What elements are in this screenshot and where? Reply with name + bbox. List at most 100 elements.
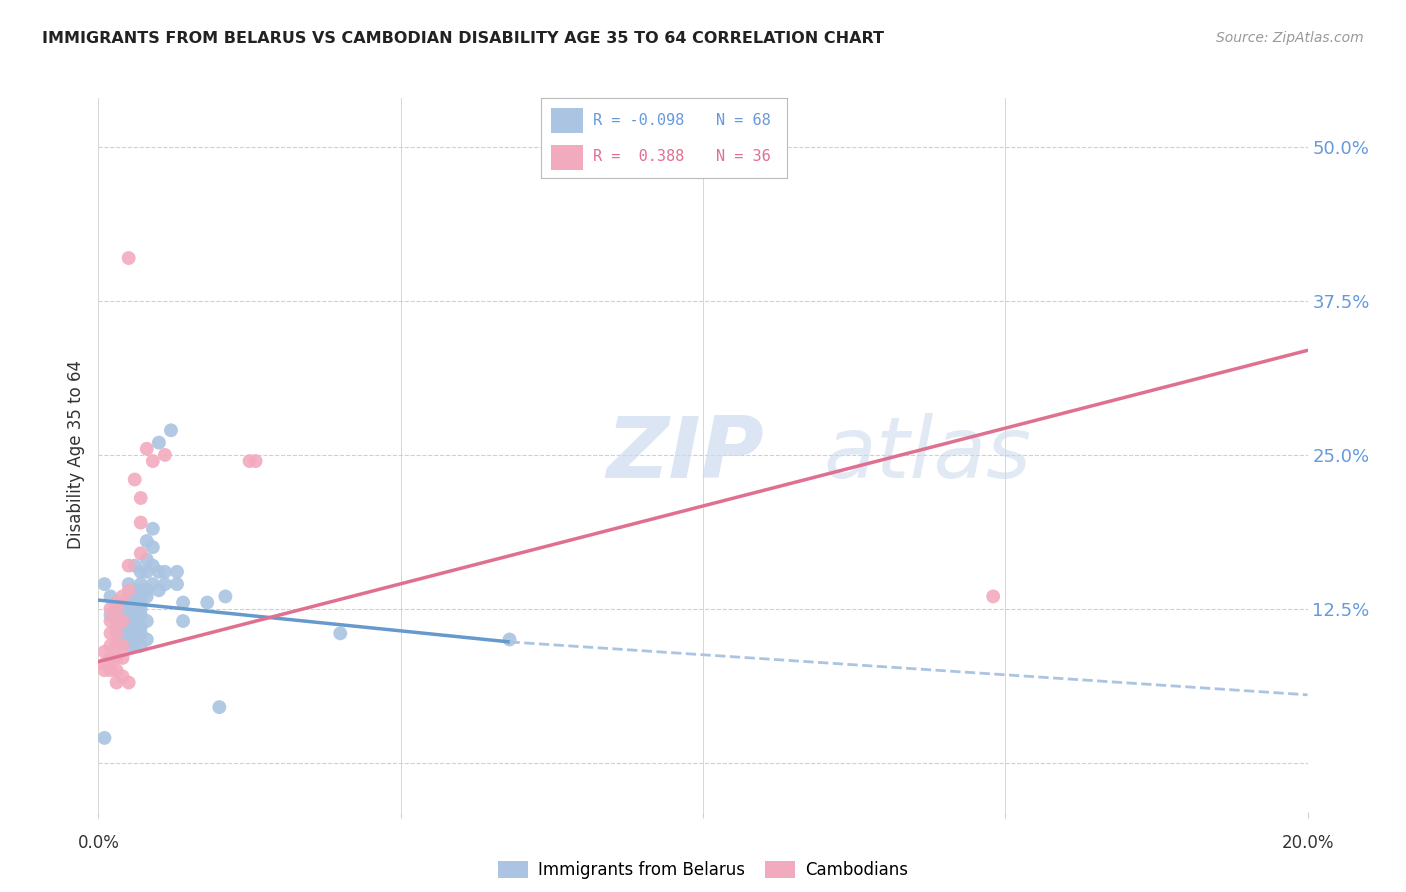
Point	[142, 522, 165, 536]
Point	[100, 663, 122, 677]
Point	[105, 663, 128, 677]
Text: Source: ZipAtlas.com: Source: ZipAtlas.com	[1216, 31, 1364, 45]
Point	[239, 454, 262, 468]
Point	[124, 639, 146, 653]
Point	[153, 448, 176, 462]
Point	[166, 577, 188, 591]
Point	[135, 590, 157, 604]
Point	[124, 614, 146, 628]
Point	[118, 590, 141, 604]
Point	[135, 442, 157, 456]
Point	[129, 590, 152, 604]
Point	[148, 435, 170, 450]
Point	[498, 632, 520, 647]
Point	[135, 552, 157, 566]
Point	[172, 614, 194, 628]
Point	[124, 590, 146, 604]
Point	[245, 454, 267, 468]
Point	[100, 590, 122, 604]
Point	[172, 596, 194, 610]
Point	[129, 546, 152, 560]
Point	[100, 651, 122, 665]
Point	[129, 620, 152, 634]
Point	[135, 565, 157, 579]
Point	[129, 607, 152, 622]
Point	[135, 583, 157, 598]
Point	[135, 534, 157, 549]
FancyBboxPatch shape	[551, 108, 583, 134]
Point	[93, 663, 115, 677]
Point	[100, 614, 122, 628]
Point	[153, 565, 176, 579]
Point	[142, 558, 165, 573]
Point	[129, 516, 152, 530]
Point	[93, 731, 115, 745]
Point	[153, 577, 176, 591]
Point	[111, 596, 134, 610]
Point	[129, 491, 152, 505]
Text: IMMIGRANTS FROM BELARUS VS CAMBODIAN DISABILITY AGE 35 TO 64 CORRELATION CHART: IMMIGRANTS FROM BELARUS VS CAMBODIAN DIS…	[42, 31, 884, 46]
Text: R = -0.098: R = -0.098	[593, 113, 685, 128]
Point	[124, 626, 146, 640]
Point	[129, 583, 152, 598]
Point	[135, 614, 157, 628]
Point	[135, 632, 157, 647]
Point	[148, 565, 170, 579]
Point	[111, 614, 134, 628]
Text: 20.0%: 20.0%	[1281, 834, 1334, 852]
Point	[329, 626, 352, 640]
Point	[105, 601, 128, 615]
Text: R =  0.388: R = 0.388	[593, 149, 685, 164]
Point	[124, 558, 146, 573]
Point	[105, 626, 128, 640]
Point	[105, 614, 128, 628]
Point	[118, 675, 141, 690]
Point	[195, 596, 218, 610]
Point	[111, 669, 134, 683]
Point	[111, 590, 134, 604]
Point	[214, 590, 236, 604]
Point	[124, 607, 146, 622]
Point	[100, 601, 122, 615]
Point	[118, 620, 141, 634]
Point	[100, 639, 122, 653]
Point	[129, 596, 152, 610]
Point	[118, 251, 141, 265]
Y-axis label: Disability Age 35 to 64: Disability Age 35 to 64	[67, 360, 86, 549]
Point	[118, 577, 141, 591]
FancyBboxPatch shape	[551, 145, 583, 170]
Point	[105, 675, 128, 690]
Point	[100, 607, 122, 622]
Point	[105, 639, 128, 653]
Point	[142, 540, 165, 554]
Point	[111, 614, 134, 628]
Point	[124, 596, 146, 610]
Point	[111, 639, 134, 653]
Text: 0.0%: 0.0%	[77, 834, 120, 852]
Point	[118, 614, 141, 628]
Text: N = 36: N = 36	[716, 149, 770, 164]
Point	[105, 596, 128, 610]
Point	[105, 651, 128, 665]
Point	[118, 558, 141, 573]
Point	[129, 565, 152, 579]
Point	[124, 473, 146, 487]
Point	[981, 590, 1004, 604]
Point	[100, 626, 122, 640]
Point	[124, 632, 146, 647]
Text: ZIP: ZIP	[606, 413, 763, 497]
Legend: Immigrants from Belarus, Cambodians: Immigrants from Belarus, Cambodians	[491, 854, 915, 886]
Point	[111, 632, 134, 647]
Point	[111, 651, 134, 665]
Point	[118, 632, 141, 647]
Point	[129, 626, 152, 640]
Point	[105, 614, 128, 628]
Point	[166, 565, 188, 579]
Point	[118, 596, 141, 610]
Point	[111, 607, 134, 622]
Point	[124, 601, 146, 615]
Point	[142, 454, 165, 468]
Point	[105, 601, 128, 615]
Point	[118, 607, 141, 622]
Point	[129, 601, 152, 615]
